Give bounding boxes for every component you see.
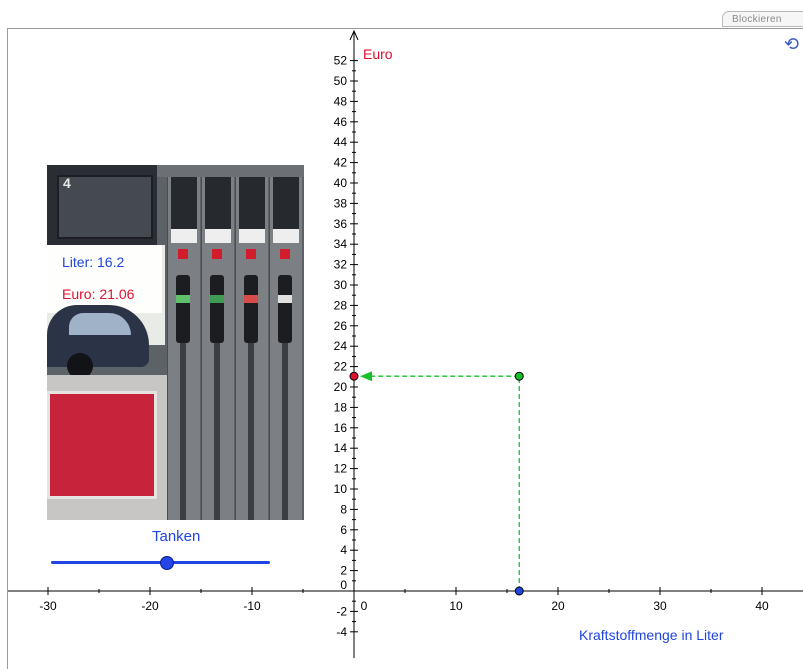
block-button[interactable]: Blockieren: [722, 11, 803, 27]
y-tick-label: 30: [334, 278, 348, 292]
y-axis-title: Euro: [363, 46, 393, 62]
y-tick-label: 24: [334, 339, 348, 353]
toolbar-area: Blockieren: [0, 0, 803, 28]
y-tick-label: 42: [334, 156, 348, 170]
liter-point[interactable]: [514, 586, 524, 596]
x-axis-title: Kraftstoffmenge in Liter: [579, 627, 724, 643]
euro-point[interactable]: [349, 371, 359, 381]
y-tick-label: 22: [334, 360, 348, 374]
y-tick-label: 36: [334, 217, 348, 231]
y-tick-label: 44: [334, 135, 348, 149]
euro-readout: Euro: 21.06: [62, 286, 135, 302]
graphics-view[interactable]: [7, 28, 803, 669]
x-tick-label: 10: [449, 599, 463, 613]
x-tick-label: 40: [755, 599, 769, 613]
y-tick-label: 50: [334, 74, 348, 88]
x-tick-label: 20: [551, 599, 565, 613]
y-tick-label: 6: [340, 523, 347, 537]
y-tick-label: 12: [334, 462, 348, 476]
y-tick-label: 52: [334, 54, 348, 68]
y-tick-label: 40: [334, 176, 348, 190]
x-tick-label: 0: [361, 599, 368, 613]
y-zero-label: 0: [340, 578, 347, 592]
y-tick-label: 38: [334, 196, 348, 210]
guide-arrowhead: [360, 371, 372, 382]
y-tick-label: 2: [340, 564, 347, 578]
y-tick-label: 26: [334, 319, 348, 333]
y-tick-label: 32: [334, 258, 348, 272]
y-tick-label: 34: [334, 237, 348, 251]
y-tick-label: 8: [340, 502, 347, 516]
slider-handle[interactable]: [160, 556, 175, 570]
y-tick-label: 16: [334, 421, 348, 435]
x-tick-label: -10: [243, 599, 261, 613]
y-tick-label: 28: [334, 298, 348, 312]
y-tick-label: 20: [334, 380, 348, 394]
gas-pump-photo: 4: [47, 165, 304, 520]
slider-label: Tanken: [152, 528, 201, 545]
y-tick-label: 46: [334, 115, 348, 129]
x-tick-label: -30: [39, 599, 57, 613]
liter-readout: Liter: 16.2: [62, 254, 125, 270]
y-tick-label: -4: [336, 625, 347, 639]
y-tick-label: 18: [334, 400, 348, 414]
refresh-icon[interactable]: ⟲: [784, 34, 800, 55]
y-axis-arrow: [349, 29, 359, 41]
price-point[interactable]: [514, 371, 524, 381]
y-tick-label: 14: [334, 441, 348, 455]
y-tick-label: 10: [334, 482, 348, 496]
y-tick-label: 48: [334, 94, 348, 108]
x-tick-label: -20: [141, 599, 159, 613]
y-tick-label: 4: [340, 543, 347, 557]
x-tick-label: 30: [653, 599, 667, 613]
y-tick-label: -2: [336, 604, 347, 618]
